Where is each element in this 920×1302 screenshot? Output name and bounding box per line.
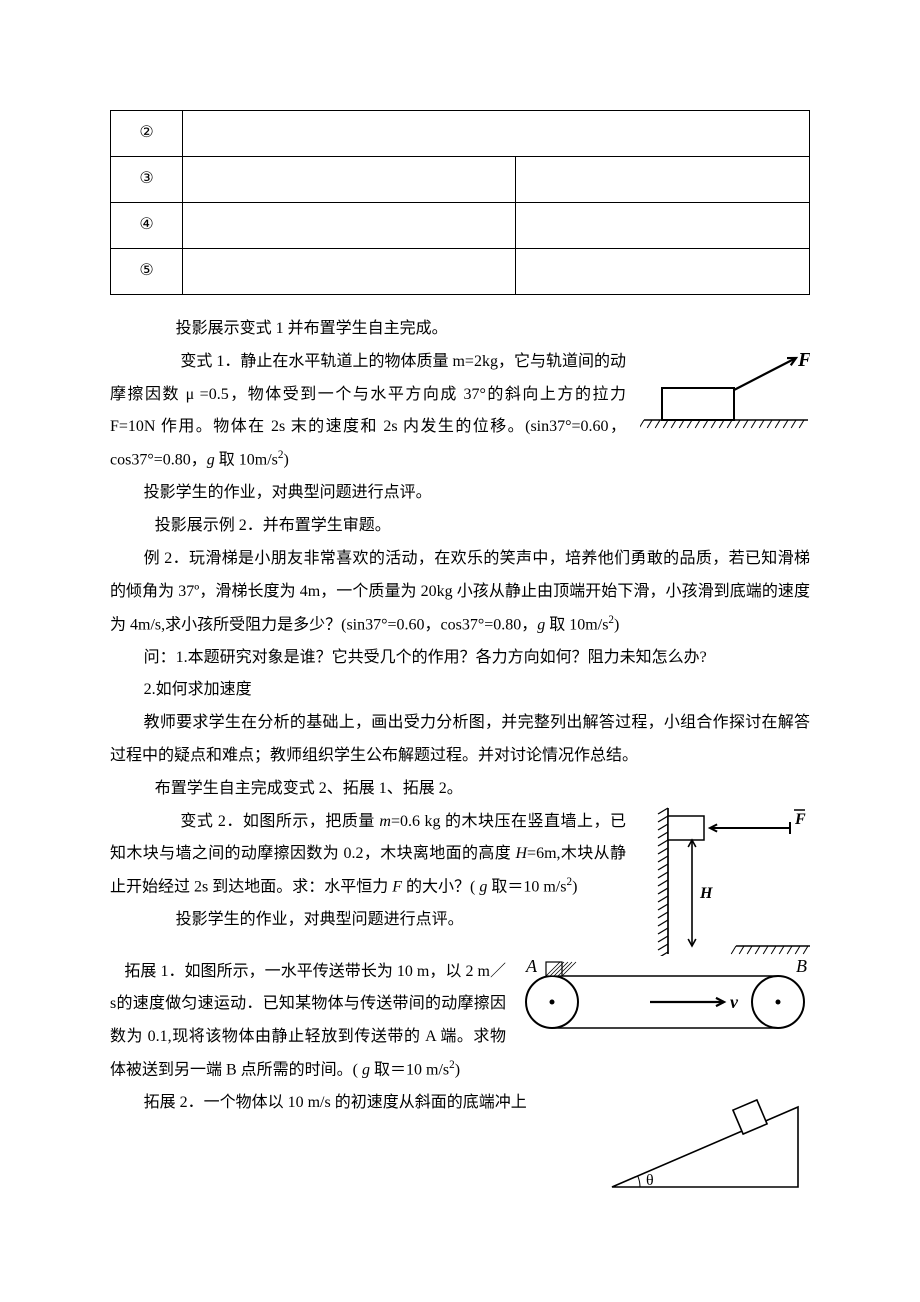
- figure-incline: θ: [600, 1087, 810, 1197]
- paragraph: 例 2．玩滑梯是小朋友非常喜欢的活动，在欢乐的笑声中，培养他们勇敢的品质，若已知…: [110, 543, 810, 642]
- text-run: ): [283, 452, 288, 469]
- table-row: ⑤: [111, 249, 810, 295]
- text-run: 变式 1．静止在水平轨道上的物体质量 m=2kg，它与轨道间的动摩擦因数 μ =…: [110, 353, 626, 469]
- text-run: 取 10m/s: [215, 452, 278, 469]
- svg-text:θ: θ: [646, 1172, 654, 1189]
- var-m: m: [379, 813, 391, 830]
- text-run: 取＝10 m/s: [487, 879, 566, 896]
- table-cell: [516, 203, 810, 249]
- paragraph: 教师要求学生在分析的基础上，画出受力分析图，并完整列出解答过程，小组合作探讨在解…: [110, 707, 810, 773]
- table-cell: [183, 111, 810, 157]
- paragraph: 投影展示变式 1 并布置学生自主完成。: [110, 313, 810, 346]
- var-g: g: [207, 452, 215, 469]
- table-row: ③: [111, 157, 810, 203]
- table-cell: [516, 157, 810, 203]
- table-cell: [516, 249, 810, 295]
- svg-text:A: A: [525, 956, 538, 976]
- figure-block-on-ground: F: [640, 346, 810, 434]
- paragraph: 2.如何求加速度: [110, 674, 810, 707]
- row-label: ④: [111, 203, 183, 249]
- var-g: g: [362, 1061, 370, 1078]
- text-run: 取 10m/s: [545, 616, 608, 633]
- var-H: H: [515, 845, 527, 862]
- paragraph: 投影学生的作业，对典型问题进行点评。: [110, 904, 626, 937]
- svg-text:B: B: [796, 956, 807, 976]
- text-run: ): [455, 1061, 460, 1078]
- row-label: ②: [111, 111, 183, 157]
- text-run: 例 2．玩滑梯是小朋友非常喜欢的活动，在欢乐的笑声中，培养他们勇敢的品质，若已知…: [110, 550, 810, 633]
- text-run: 的大小？(: [402, 879, 479, 896]
- paragraph: 拓展 2．一个物体以 10 m/s 的初速度从斜面的底端冲上: [110, 1087, 586, 1120]
- var-F: F: [392, 879, 402, 896]
- paragraph: 布置学生自主完成变式 2、拓展 1、拓展 2。: [110, 773, 810, 806]
- blank-table: ② ③ ④ ⑤: [110, 110, 810, 295]
- svg-text:F: F: [794, 811, 806, 828]
- paragraph: 问：1.本题研究对象是谁？它共受几个的作用？各力方向如何？阻力未知怎么办?: [110, 642, 810, 675]
- paragraph: 变式 1．静止在水平轨道上的物体质量 m=2kg，它与轨道间的动摩擦因数 μ =…: [110, 346, 626, 478]
- text-run: 变式 2．如图所示，把质量: [180, 813, 379, 830]
- paragraph: 投影展示例 2．并布置学生审题。: [110, 510, 810, 543]
- svg-text:F: F: [797, 349, 810, 371]
- text-run: ): [572, 879, 577, 896]
- paragraph: 变式 2．如图所示，把质量 m=0.6 kg 的木块压在竖直墙上，已知木块与墙之…: [110, 806, 626, 905]
- table-row: ②: [111, 111, 810, 157]
- paragraph: 投影学生的作业，对典型问题进行点评。: [110, 477, 810, 510]
- figure-block-on-wall: FH: [640, 806, 810, 956]
- text-run: ): [614, 616, 619, 633]
- table-row: ④: [111, 203, 810, 249]
- row-label: ⑤: [111, 249, 183, 295]
- figure-conveyor: A Bv: [520, 956, 810, 1036]
- table-cell: [183, 203, 516, 249]
- svg-text:H: H: [699, 885, 713, 902]
- paragraph: 拓展 1．如图所示，一水平传送带长为 10 m，以 2 m／s的速度做匀速运动．…: [110, 956, 506, 1088]
- table-cell: [183, 157, 516, 203]
- table-cell: [183, 249, 516, 295]
- text-run: 取＝10 m/s: [370, 1061, 449, 1078]
- row-label: ③: [111, 157, 183, 203]
- svg-text:v: v: [730, 992, 739, 1012]
